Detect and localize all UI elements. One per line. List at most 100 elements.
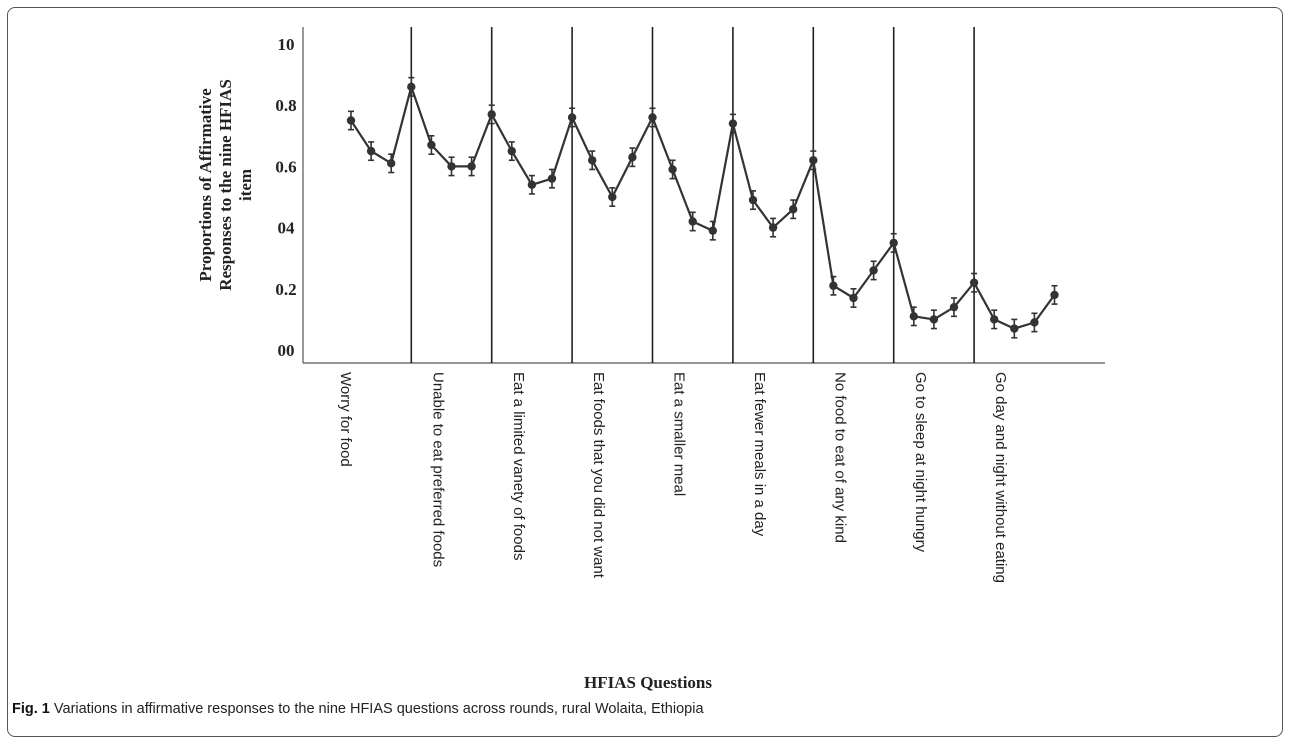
data-point [447, 156, 456, 177]
data-point [387, 153, 396, 174]
point-marker [407, 82, 416, 92]
point-marker [427, 140, 436, 150]
data-point [487, 104, 496, 125]
x-category-label: Eat foods that you did not want [590, 372, 607, 579]
point-marker [366, 146, 376, 156]
data-point [889, 232, 898, 253]
x-category-label: Eat a limited vanety of foods [510, 372, 527, 560]
data-point [1030, 312, 1039, 333]
point-marker [909, 312, 918, 321]
y-axis-ticks: 00 0.2 04 0.6 0.8 10 [275, 35, 296, 360]
data-point [708, 220, 717, 241]
point-marker [387, 159, 396, 168]
data-point [567, 107, 577, 128]
point-marker [487, 110, 496, 119]
point-marker [990, 315, 999, 324]
x-category-label: Eat fewer meals in a day [751, 372, 768, 537]
data-point [427, 135, 436, 155]
data-point [849, 287, 858, 308]
figure-caption: Fig. 1 Variations in affirmative respons… [12, 701, 704, 717]
point-marker [467, 162, 476, 171]
data-series [346, 76, 1059, 339]
point-marker [447, 162, 456, 171]
y-tick-label: 10 [278, 35, 295, 54]
chart-axes [302, 27, 1105, 364]
data-point [588, 150, 597, 171]
data-point [990, 309, 999, 330]
y-axis-label-line: item [236, 169, 255, 201]
point-marker [608, 192, 617, 202]
data-point [628, 147, 637, 168]
data-point [1010, 318, 1019, 339]
point-marker [929, 315, 939, 324]
point-marker [829, 281, 838, 290]
data-point [728, 113, 738, 134]
data-point [809, 150, 818, 171]
line-chart: Proportions of Affirmative Responses to t… [196, 27, 1105, 692]
y-tick-label: 04 [278, 219, 296, 238]
data-point [768, 217, 778, 238]
point-marker [688, 217, 697, 226]
point-marker [768, 223, 778, 232]
data-point [789, 199, 798, 220]
data-point [648, 107, 657, 128]
data-point [507, 141, 516, 162]
point-marker [969, 278, 979, 287]
point-marker [809, 156, 818, 165]
point-marker [789, 205, 798, 214]
point-marker [949, 302, 959, 312]
point-marker [648, 113, 657, 122]
data-point [346, 110, 356, 131]
data-point [608, 187, 617, 207]
y-axis-label-line: Responses to the nine HFIAS [216, 79, 235, 291]
data-point [969, 272, 979, 293]
data-point [949, 297, 959, 318]
x-category-label: Go to sleep at night hungry [912, 372, 929, 553]
point-marker [889, 238, 898, 248]
data-point [688, 211, 697, 232]
x-axis-label: HFIAS Questions [584, 673, 712, 692]
caption-text: Variations in affirmative responses to t… [53, 701, 704, 717]
point-marker [346, 116, 356, 125]
data-point [829, 275, 838, 296]
y-tick-label: 0.2 [275, 280, 296, 299]
data-point [929, 309, 939, 330]
data-point [527, 174, 537, 195]
point-marker [869, 266, 878, 275]
point-marker [507, 146, 516, 156]
caption-label: Fig. 1 [12, 701, 50, 717]
x-category-label: Go day and night without eating [992, 372, 1009, 583]
data-point [467, 156, 476, 177]
x-category-label: Unable to eat preferred foods [429, 372, 446, 567]
data-point [869, 260, 878, 281]
x-category-label: No food to eat of any kind [831, 372, 848, 543]
figure-frame [7, 7, 1283, 737]
data-point [909, 306, 918, 327]
point-marker [567, 113, 577, 122]
point-marker [1030, 318, 1039, 327]
point-marker [748, 195, 758, 205]
point-marker [708, 226, 717, 235]
y-tick-label: 0.8 [275, 96, 296, 115]
data-point [366, 141, 376, 162]
y-tick-label: 0.6 [275, 157, 296, 176]
data-point [668, 159, 677, 180]
data-point [1050, 284, 1059, 305]
data-point [547, 168, 557, 189]
category-dividers [410, 27, 975, 363]
point-marker [588, 156, 597, 165]
point-marker [628, 153, 637, 162]
point-marker [728, 119, 738, 128]
point-marker [547, 174, 557, 183]
y-axis-label-line: Proportions of Affirmative [196, 88, 215, 282]
x-category-label: Worry for food [337, 372, 354, 467]
point-marker [668, 165, 677, 174]
point-marker [527, 180, 537, 189]
y-tick-label: 00 [278, 341, 295, 360]
data-point [748, 190, 758, 211]
x-category-label: Eat a smaller meal [671, 372, 688, 496]
series-line [350, 85, 1056, 330]
x-category-labels: Worry for food Unable to eat preferred fo… [337, 372, 1009, 583]
point-marker [849, 293, 858, 303]
point-marker [1050, 290, 1059, 300]
